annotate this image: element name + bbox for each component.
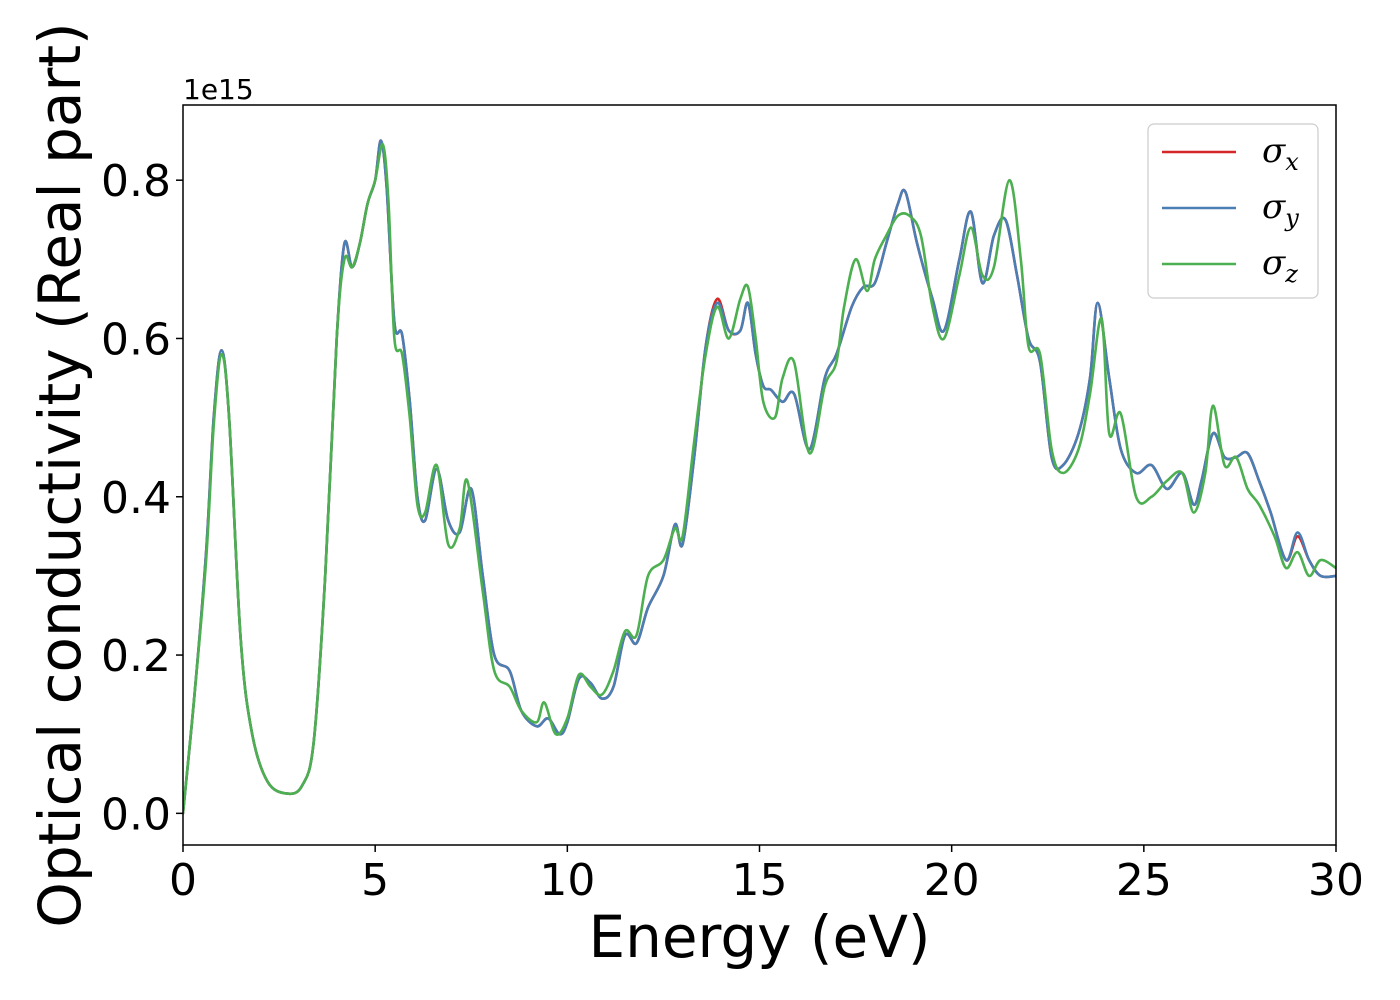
y-offset-label: 1e15 [183, 73, 254, 106]
x-tick-label: 25 [1116, 855, 1172, 906]
x-tick-label: 0 [169, 855, 197, 906]
x-tick-label: 20 [924, 855, 980, 906]
y-tick-label: 0.4 [101, 473, 171, 524]
legend-box [1147, 123, 1319, 299]
series-line-sigma_z [183, 143, 1336, 815]
x-tick-label: 30 [1308, 855, 1364, 906]
y-axis-title: Optical conductivity (Real part) [26, 22, 94, 927]
x-axis-title: Energy (eV) [588, 903, 930, 971]
series-line-sigma_y [183, 139, 1336, 815]
y-tick-label: 0.6 [101, 314, 171, 365]
x-tick-label: 10 [539, 855, 595, 906]
y-tick-label: 0.0 [101, 789, 171, 840]
x-tick-label: 15 [732, 855, 788, 906]
y-axis: 0.0 0.2 0.4 0.6 0.8 [101, 156, 183, 840]
x-tick-label: 5 [361, 855, 389, 906]
y-tick-label: 0.8 [101, 156, 171, 207]
legend-label-x: σx [1262, 131, 1299, 176]
x-axis: 0 5 10 15 20 25 30 [169, 845, 1364, 906]
y-tick-label: 0.2 [101, 631, 171, 682]
series-layer [183, 139, 1336, 815]
